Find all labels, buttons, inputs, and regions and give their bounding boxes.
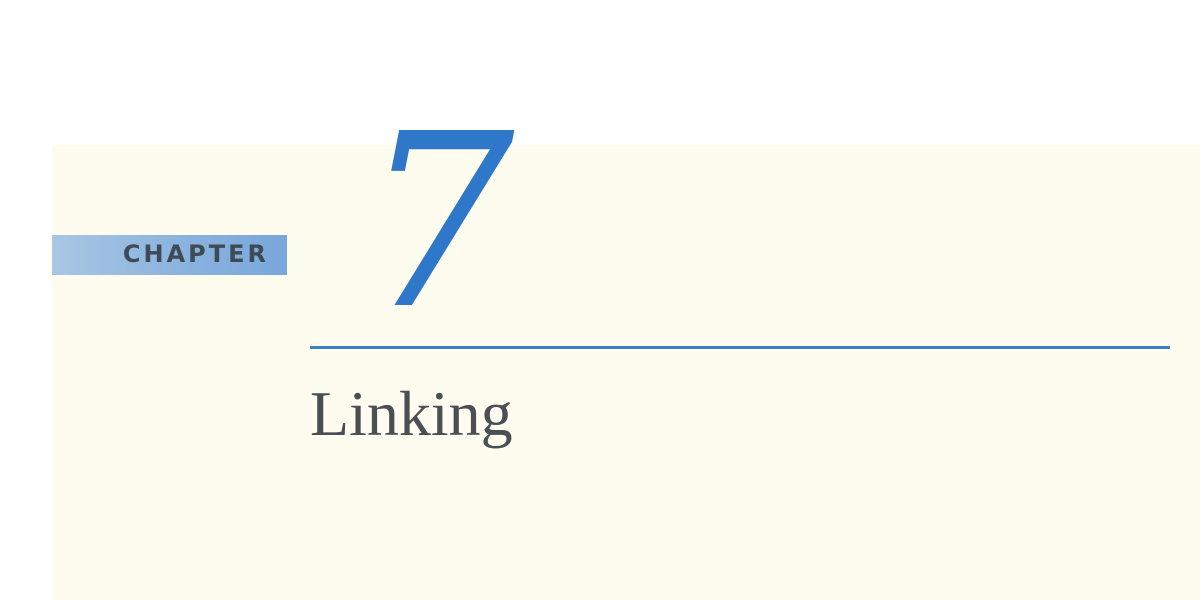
chapter-number: 7 [362, 82, 515, 362]
page-background [52, 145, 1200, 600]
chapter-label: CHAPTER [122, 240, 269, 268]
chapter-divider [310, 346, 1170, 349]
chapter-title: Linking [310, 378, 513, 449]
chapter-label-band: CHAPTER [52, 235, 287, 275]
